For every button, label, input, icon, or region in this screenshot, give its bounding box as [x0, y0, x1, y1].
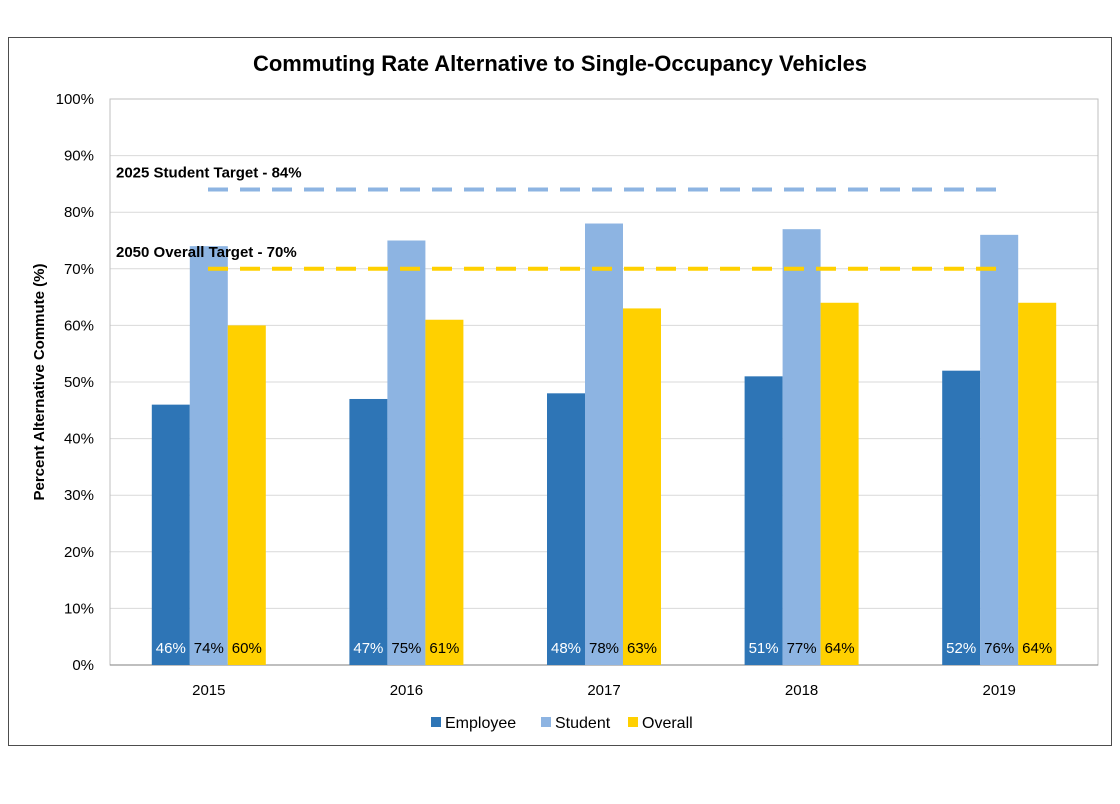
- bar-employee: [942, 370, 981, 665]
- data-label: 46%: [156, 640, 186, 657]
- bar-overall: [820, 302, 859, 665]
- bar-overall: [623, 308, 661, 665]
- bar-employee: [349, 398, 388, 665]
- bar-employee: [151, 404, 190, 665]
- legend-swatch-employee: [431, 717, 441, 727]
- target-label: 2025 Student Target - 84%: [116, 165, 302, 182]
- data-label: 61%: [429, 640, 459, 657]
- x-tick-label: 2016: [390, 682, 423, 699]
- data-label: 47%: [353, 640, 383, 657]
- legend-label: Overall: [642, 715, 693, 732]
- y-tick-label: 90%: [64, 148, 94, 165]
- y-tick-label: 100%: [56, 91, 94, 108]
- bar-overall: [425, 319, 464, 665]
- chart-title: Commuting Rate Alternative to Single-Occ…: [253, 51, 867, 76]
- bar-student: [782, 229, 821, 665]
- legend-label: Student: [555, 715, 611, 732]
- bar-student: [387, 240, 426, 665]
- bar-student: [189, 246, 228, 665]
- data-label: 75%: [391, 640, 421, 657]
- y-tick-label: 80%: [64, 204, 94, 221]
- data-label: 78%: [589, 640, 619, 657]
- y-tick-label: 50%: [64, 374, 94, 391]
- x-tick-label: 2015: [192, 682, 225, 699]
- y-tick-label: 40%: [64, 431, 94, 448]
- data-label: 74%: [194, 640, 224, 657]
- data-label: 48%: [551, 640, 581, 657]
- data-label: 60%: [232, 640, 262, 657]
- y-tick-label: 0%: [72, 657, 94, 674]
- y-tick-label: 20%: [64, 544, 94, 561]
- gridlines: [109, 98, 1099, 666]
- bar-student: [585, 223, 623, 665]
- data-label: 51%: [749, 640, 779, 657]
- y-tick-label: 10%: [64, 600, 94, 617]
- bars: [151, 223, 1057, 665]
- y-tick-label: 60%: [64, 317, 94, 334]
- data-label: 64%: [825, 640, 855, 657]
- data-label: 77%: [787, 640, 817, 657]
- bar-overall: [227, 325, 266, 665]
- legend-swatch-overall: [628, 717, 638, 727]
- y-axis-ticks: 0% 10% 20% 30% 40% 50% 60% 70% 80% 90% 100%: [56, 91, 94, 674]
- target-lines: 2025 Student Target - 84% 2050 Overall Ta…: [116, 165, 998, 271]
- x-axis-ticks: 2015 2016 2017 2018 2019: [192, 682, 1016, 699]
- bar-overall: [1018, 302, 1057, 665]
- bar-student: [980, 234, 1019, 665]
- y-tick-label: 70%: [64, 261, 94, 278]
- bar-employee: [547, 393, 585, 665]
- data-label: 52%: [946, 640, 976, 657]
- y-axis-title: Percent Alternative Commute (%): [31, 263, 48, 500]
- data-labels: 46% 74% 60% 47% 75% 61% 48% 78% 63% 51% 77% 64% 52% 7…: [156, 640, 1052, 657]
- x-tick-label: 2018: [785, 682, 818, 699]
- x-tick-label: 2017: [587, 682, 620, 699]
- data-label: 76%: [984, 640, 1014, 657]
- data-label: 63%: [627, 640, 657, 657]
- bar-employee: [744, 376, 783, 665]
- legend-label: Employee: [445, 715, 516, 732]
- data-label: 64%: [1022, 640, 1052, 657]
- x-tick-label: 2019: [983, 682, 1016, 699]
- legend: Employee Student Overall: [431, 715, 693, 732]
- legend-swatch-student: [541, 717, 551, 727]
- target-label: 2050 Overall Target - 70%: [116, 244, 297, 261]
- y-tick-label: 30%: [64, 487, 94, 504]
